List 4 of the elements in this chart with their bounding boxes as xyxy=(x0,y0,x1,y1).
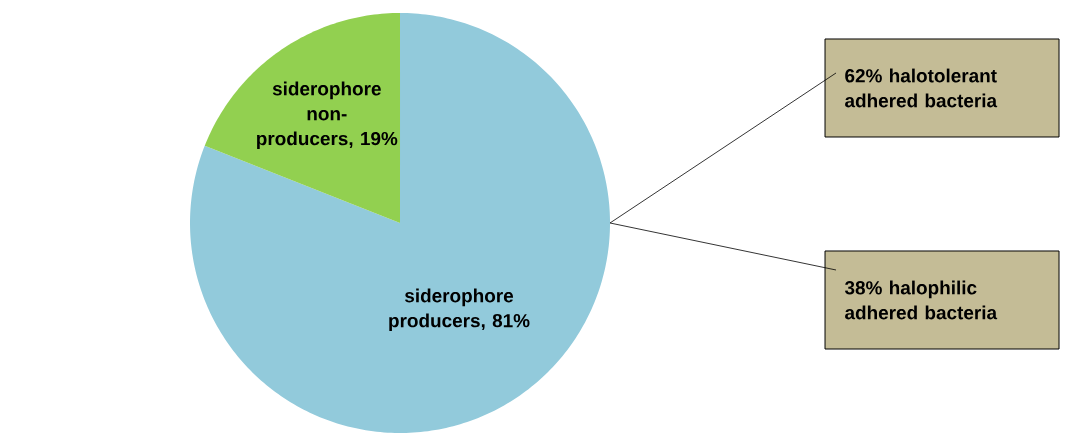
text: 38% halophilic adhered bacteria xyxy=(844,280,998,320)
slice-label: siderophore non-producers, 19% xyxy=(257,81,398,150)
text: 62% halotolerant adhered bacteria xyxy=(845,68,998,108)
slice-label: siderophore producers, 81% xyxy=(389,288,530,332)
